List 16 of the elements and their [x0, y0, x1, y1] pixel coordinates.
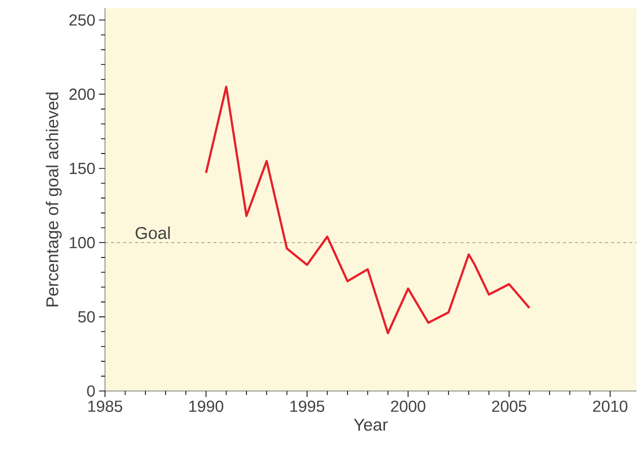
ref-line-label: Goal: [136, 226, 170, 240]
y-tick-label: 0: [87, 385, 95, 397]
y-axis-title: Percentage of goal achieved: [46, 92, 62, 306]
y-tick-label: 250: [69, 14, 95, 26]
x-axis-title: Year: [354, 418, 388, 431]
x-tick-label: 1990: [189, 400, 224, 412]
x-tick-label: 2000: [391, 400, 426, 412]
line-series: [204, 86, 530, 334]
y-tick-label: 200: [69, 88, 95, 100]
y-tick-label: 100: [70, 236, 95, 248]
x-tick-label: 1985: [88, 400, 122, 412]
y-tick-label: 50: [78, 311, 95, 322]
x-tick-label: 1995: [290, 400, 324, 412]
y-tick-label: 150: [70, 162, 95, 174]
x-tick-label: 2005: [492, 400, 526, 412]
x-tick-label: 2010: [593, 400, 628, 412]
